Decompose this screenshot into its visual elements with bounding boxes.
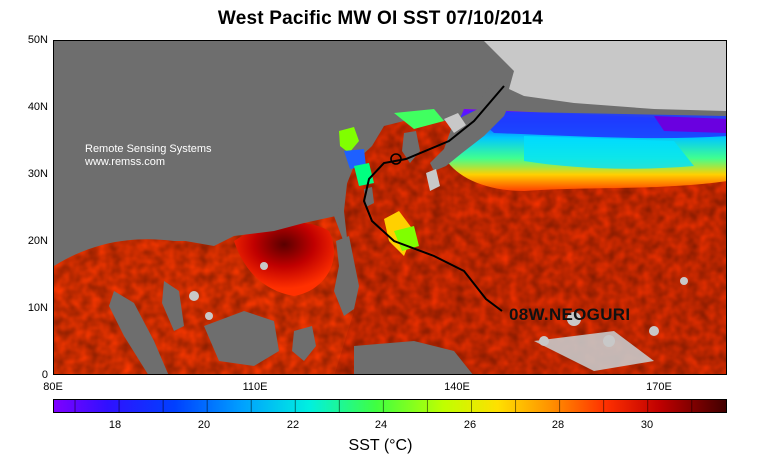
lat-label: 0 — [41, 369, 48, 381]
colorbar-label: 22 — [286, 419, 300, 431]
colorbar-label: 20 — [197, 419, 211, 431]
lon-label: 170E — [646, 381, 672, 393]
lat-label: 10N — [27, 302, 48, 314]
colorbar-label: 18 — [108, 419, 122, 431]
typhoon-track — [362, 85, 505, 312]
map-title: West Pacific MW OI SST 07/10/2014 — [217, 8, 544, 29]
sst-map-canvas — [54, 41, 726, 374]
lon-label: 140E — [444, 381, 470, 393]
lon-label: 110E — [242, 381, 268, 393]
lon-label: 80E — [43, 381, 63, 393]
sst-map — [53, 40, 727, 375]
storm-label: 08W.NEOGURI — [509, 305, 631, 324]
lat-label: 40N — [27, 101, 48, 113]
pacific-ocean — [324, 109, 726, 374]
credit-organization: Remote Sensing Systems — [85, 143, 212, 155]
colorbar-label: 28 — [551, 419, 565, 431]
colorbar-label: 30 — [640, 419, 654, 431]
lat-label: 30N — [27, 168, 48, 180]
land — [54, 41, 514, 374]
coastal-anomalies — [339, 109, 444, 256]
sst-colorbar — [53, 399, 727, 413]
credit-website: www.remss.com — [85, 156, 166, 168]
lat-label: 20N — [27, 235, 48, 247]
typhoon-position-marker — [390, 153, 402, 165]
ice-missing-data — [189, 41, 726, 371]
colorbar-label: 24 — [374, 419, 388, 431]
colorbar-title: SST (°C) — [348, 437, 413, 454]
lat-label: 50N — [27, 34, 48, 46]
colorbar-label: 26 — [463, 419, 477, 431]
